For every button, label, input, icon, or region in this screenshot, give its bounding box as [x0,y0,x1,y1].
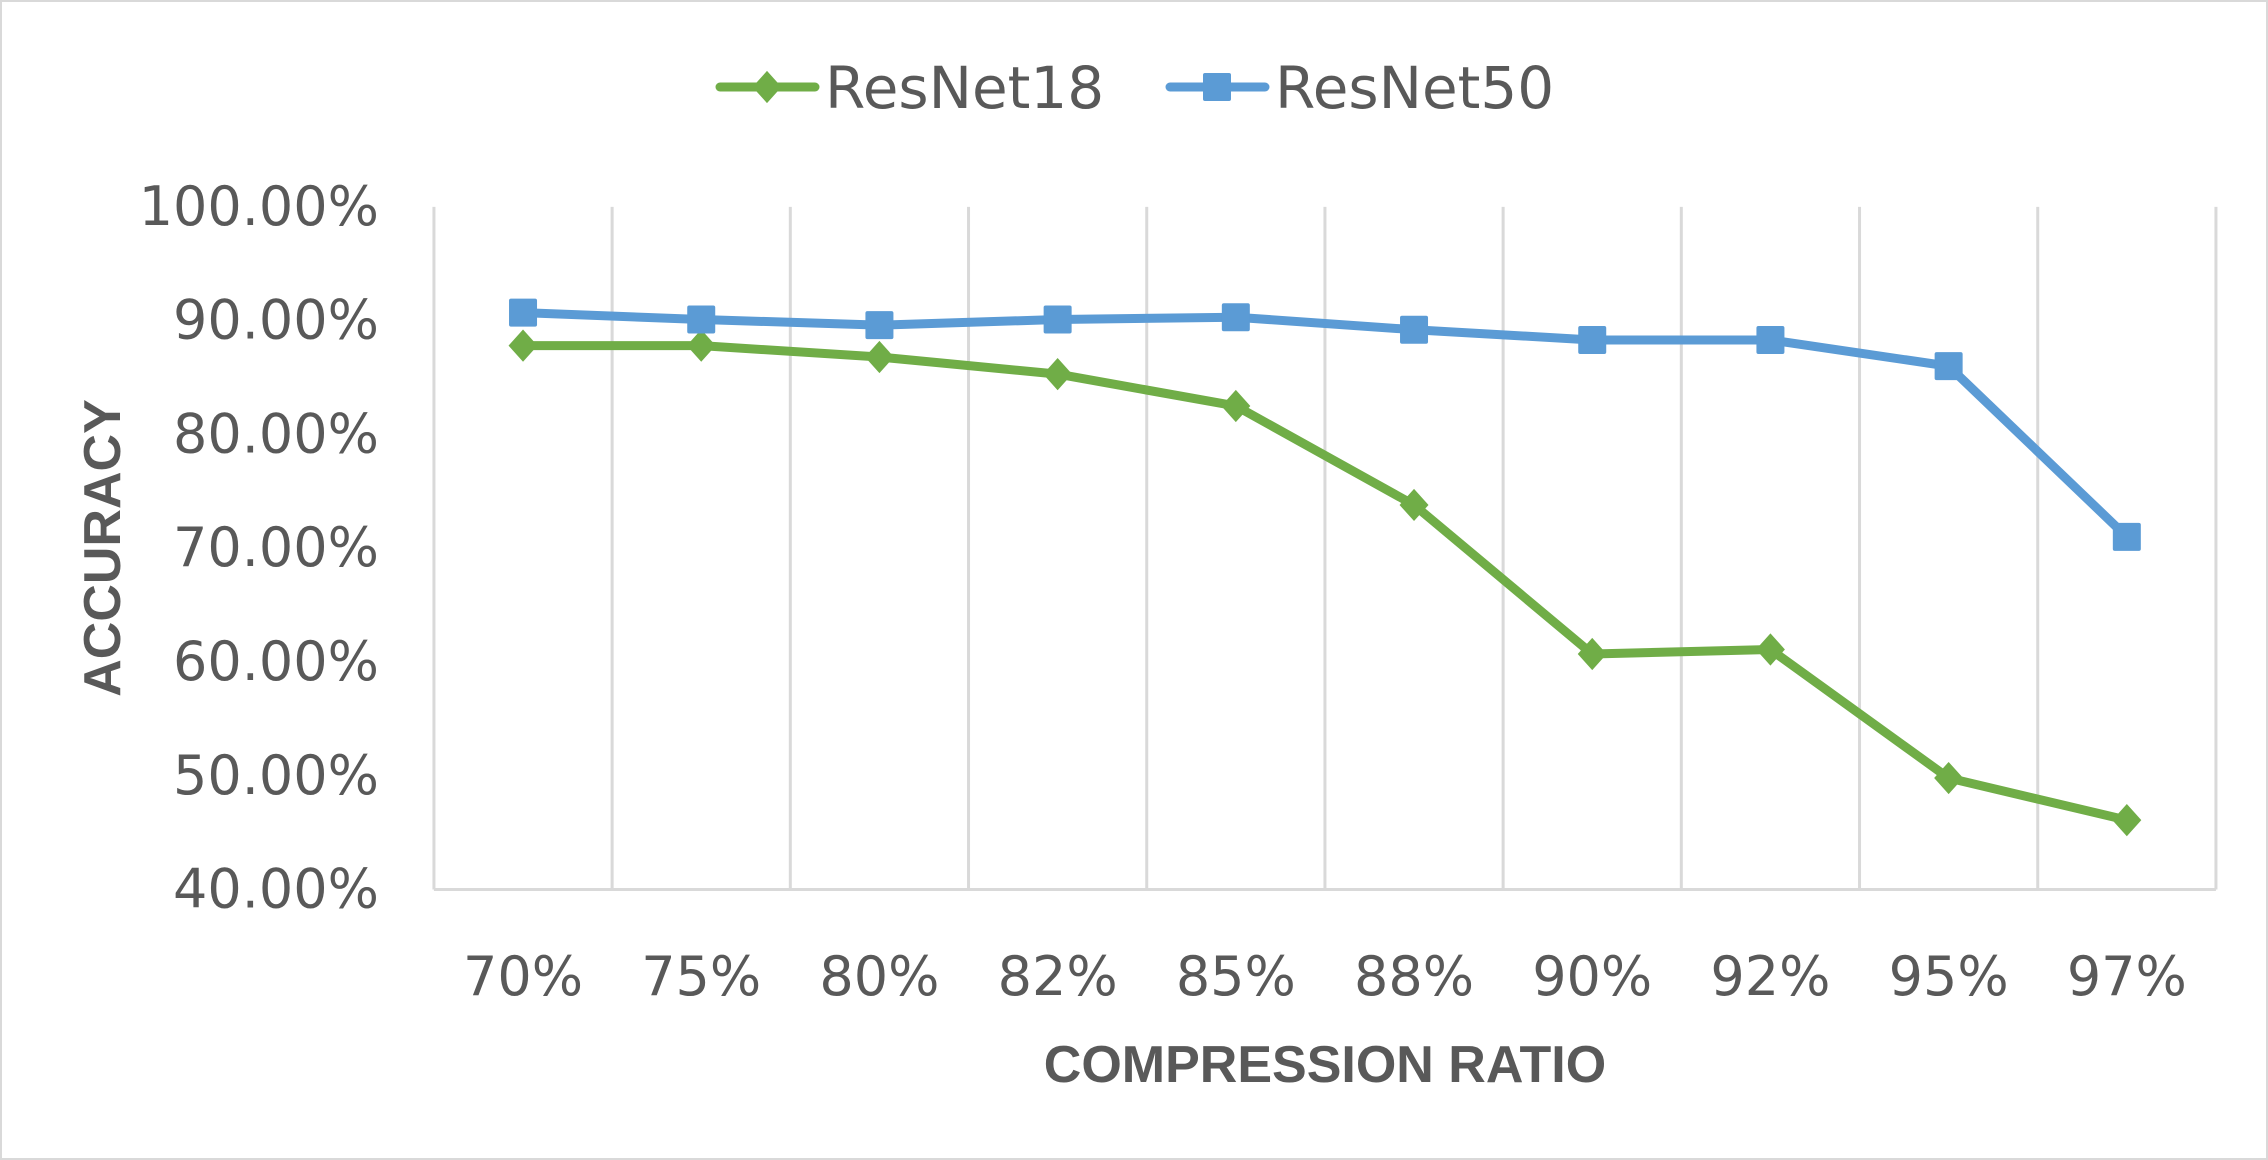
y-tick-label: 80.00% [173,402,379,465]
y-tick-label: 100.00% [139,175,379,238]
legend-item-resnet18: ResNet18 [715,54,1104,122]
diamond-marker-icon [1577,637,1607,671]
series-line [522,308,2130,541]
diamond-marker-icon [1934,761,1964,795]
y-tick-label: 50.00% [173,744,379,807]
legend: ResNet18 ResNet50 [715,54,1554,122]
x-axis-title: COMPRESSION RATIO [1044,1036,1606,1094]
y-axis-title: ACCURACY [74,399,132,697]
square-marker-icon [1043,305,1072,334]
diamond-marker-icon [864,340,894,374]
diamond-marker-icon [686,329,716,362]
x-axis-ticks: 70% 75% 80% 82% 85% 88% 90% 92% 95% 97% [463,945,2187,1008]
square-marker-icon [865,311,894,340]
x-tick-label: 80% [819,945,939,1008]
square-marker-icon [1203,73,1231,101]
y-axis-ticks: 40.00% 50.00% 60.00% 70.00% 80.00% 90.00% 100.… [139,175,379,921]
x-tick-label: 95% [1889,945,2009,1008]
x-tick-label: 85% [1176,945,1296,1008]
series-resnet18 [508,329,2142,837]
diamond-marker-icon [1043,358,1073,391]
series-lines [508,298,2142,837]
square-marker-icon [1578,325,1607,354]
diamond-marker-icon [752,70,782,104]
gridlines [432,206,2218,892]
series-line [523,341,2128,825]
x-tick-label: 82% [998,945,1118,1008]
square-marker-icon [1934,352,1963,381]
square-marker-icon [509,298,538,327]
diamond-marker-icon [1399,488,1429,522]
diamond-marker-icon [1221,389,1251,423]
square-marker-icon [1221,303,1250,332]
legend-item-resnet50: ResNet50 [1165,54,1554,122]
diamond-marker-icon [508,329,538,362]
x-tick-label: 75% [641,945,761,1008]
legend-label: ResNet50 [1275,54,1554,122]
x-tick-label: 70% [463,945,583,1008]
series-resnet50 [509,298,2141,551]
square-marker-icon [1400,315,1429,344]
y-tick-label: 90.00% [173,289,379,352]
square-marker-icon [687,305,716,334]
y-tick-label: 70.00% [173,516,379,579]
x-tick-label: 97% [2067,945,2187,1008]
x-tick-label: 90% [1532,945,1652,1008]
diamond-marker-icon [1755,633,1785,666]
square-marker-icon [1756,325,1785,354]
diamond-marker-icon [2112,804,2142,837]
x-tick-label: 88% [1354,945,1474,1008]
y-tick-label: 60.00% [173,630,379,693]
square-marker-icon [2112,522,2141,551]
legend-label: ResNet18 [825,54,1104,122]
y-tick-label: 40.00% [173,858,379,921]
x-tick-label: 92% [1710,945,1830,1008]
